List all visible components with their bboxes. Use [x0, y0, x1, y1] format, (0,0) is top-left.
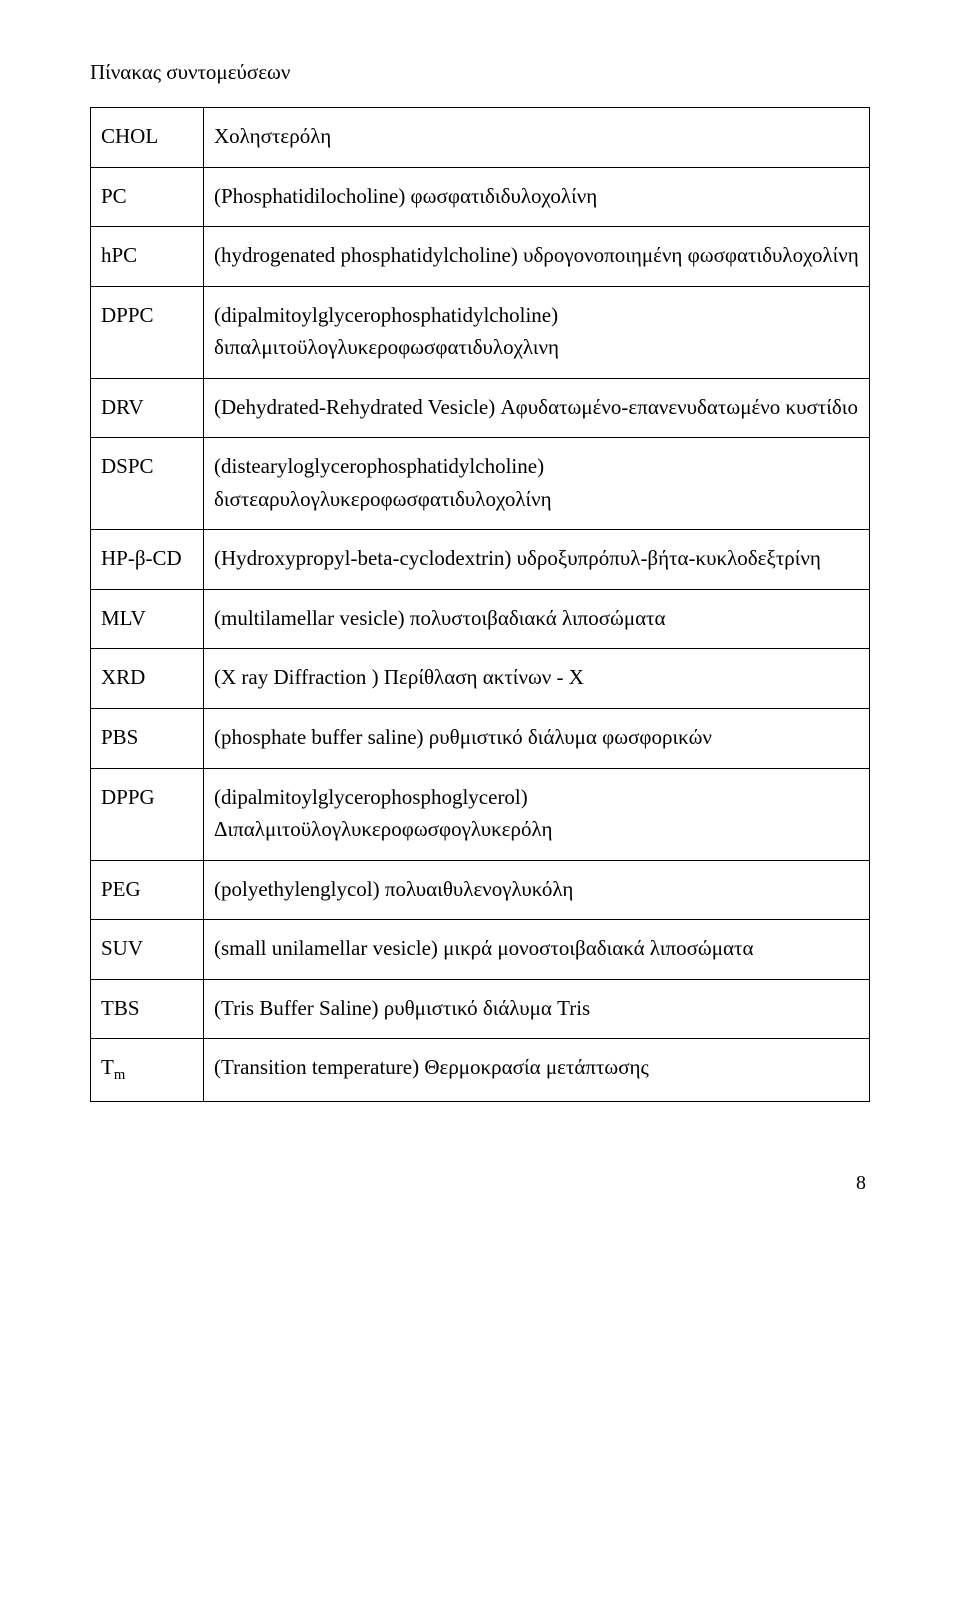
- abbr-cell: DSPC: [91, 438, 204, 530]
- abbr-cell: PC: [91, 167, 204, 227]
- table-row: hPC(hydrogenated phosphatidylcholine) υδ…: [91, 227, 870, 287]
- definition-cell: (dipalmitoylglycerophosphoglycerol) Διπα…: [204, 768, 870, 860]
- abbr-cell: DPPC: [91, 286, 204, 378]
- abbr-cell: SUV: [91, 920, 204, 980]
- abbreviation-table: CHOLΧοληστερόληPC(Phosphatidilocholine) …: [90, 107, 870, 1102]
- definition-cell: (phosphate buffer saline) ρυθμιστικό διά…: [204, 709, 870, 769]
- table-row: XRD(X ray Diffraction ) Περίθλαση ακτίνω…: [91, 649, 870, 709]
- abbr-cell: PEG: [91, 860, 204, 920]
- table-row: PBS(phosphate buffer saline) ρυθμιστικό …: [91, 709, 870, 769]
- table-row: SUV(small unilamellar vesicle) μικρά μον…: [91, 920, 870, 980]
- definition-cell: (X ray Diffraction ) Περίθλαση ακτίνων -…: [204, 649, 870, 709]
- definition-cell: (Phosphatidilocholine) φωσφατιδιδυλοχολί…: [204, 167, 870, 227]
- definition-cell: (dipalmitoylglycerophosphatidylcholine) …: [204, 286, 870, 378]
- definition-cell: (small unilamellar vesicle) μικρά μονοστ…: [204, 920, 870, 980]
- table-row: TBS(Tris Buffer Saline) ρυθμιστικό διάλυ…: [91, 979, 870, 1039]
- definition-cell: Χοληστερόλη: [204, 108, 870, 168]
- abbr-cell: DPPG: [91, 768, 204, 860]
- definition-cell: (Hydroxypropyl-beta-cyclodextrin) υδροξυ…: [204, 530, 870, 590]
- table-row: DSPC(distearyloglycerophosphatidylcholin…: [91, 438, 870, 530]
- definition-cell: (Dehydrated-Rehydrated Vesicle) Αφυδατωμ…: [204, 378, 870, 438]
- table-row: Tm(Transition temperature) Θερμοκρασία μ…: [91, 1039, 870, 1102]
- definition-cell: (Transition temperature) Θερμοκρασία μετ…: [204, 1039, 870, 1102]
- abbr-cell: XRD: [91, 649, 204, 709]
- definition-cell: (hydrogenated phosphatidylcholine) υδρογ…: [204, 227, 870, 287]
- definition-cell: (Tris Buffer Saline) ρυθμιστικό διάλυμα …: [204, 979, 870, 1039]
- abbr-cell: MLV: [91, 589, 204, 649]
- abbr-cell: DRV: [91, 378, 204, 438]
- definition-cell: (multilamellar vesicle) πολυστοιβαδιακά …: [204, 589, 870, 649]
- abbr-cell: HP-β-CD: [91, 530, 204, 590]
- table-row: DPPC(dipalmitoylglycerophosphatidylcholi…: [91, 286, 870, 378]
- abbr-cell: TBS: [91, 979, 204, 1039]
- table-row: PC(Phosphatidilocholine) φωσφατιδιδυλοχο…: [91, 167, 870, 227]
- table-row: DRV(Dehydrated-Rehydrated Vesicle) Αφυδα…: [91, 378, 870, 438]
- definition-cell: (polyethylenglycol) πολυαιθυλενογλυκόλη: [204, 860, 870, 920]
- page-number: 8: [90, 1172, 870, 1195]
- table-row: HP-β-CD(Hydroxypropyl-beta-cyclodextrin)…: [91, 530, 870, 590]
- abbr-cell: PBS: [91, 709, 204, 769]
- table-title: Πίνακας συντομεύσεων: [90, 60, 870, 85]
- table-row: DPPG(dipalmitoylglycerophosphoglycerol) …: [91, 768, 870, 860]
- abbr-cell: hPC: [91, 227, 204, 287]
- abbr-cell: Tm: [91, 1039, 204, 1102]
- definition-cell: (distearyloglycerophosphatidylcholine) δ…: [204, 438, 870, 530]
- table-row: PEG(polyethylenglycol) πολυαιθυλενογλυκό…: [91, 860, 870, 920]
- table-row: MLV(multilamellar vesicle) πολυστοιβαδια…: [91, 589, 870, 649]
- table-row: CHOLΧοληστερόλη: [91, 108, 870, 168]
- abbr-cell: CHOL: [91, 108, 204, 168]
